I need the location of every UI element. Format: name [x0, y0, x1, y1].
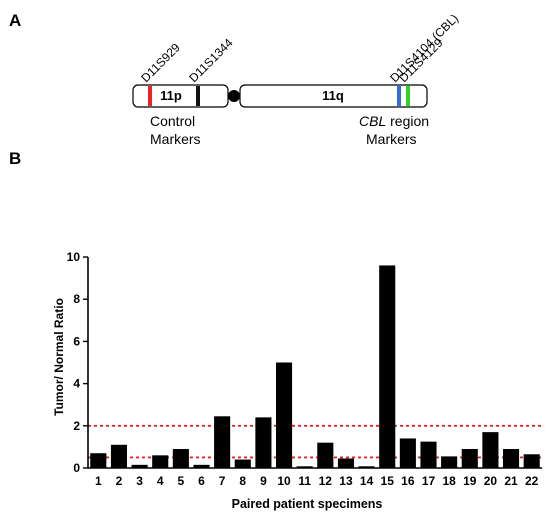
bar-3: [131, 464, 148, 468]
control-markers-line2: Markers: [150, 131, 201, 147]
x-tick-label-3: 3: [136, 474, 143, 488]
bar-7: [214, 416, 231, 468]
bar-21: [502, 449, 520, 468]
x-tick-label-8: 8: [239, 474, 246, 488]
x-tick-label-10: 10: [277, 474, 291, 488]
bar-4: [152, 455, 169, 468]
y-tick-label-6: 6: [73, 334, 80, 348]
bar-13: [337, 458, 355, 468]
bar-12: [317, 442, 334, 468]
cbl-region-word: region: [386, 113, 429, 129]
x-tick-label-1: 1: [95, 474, 102, 488]
arm-p-label: 11p: [160, 88, 182, 103]
x-tick-label-14: 14: [360, 474, 374, 488]
bar-22: [523, 454, 540, 468]
bar-17: [420, 441, 437, 468]
y-tick-label-4: 4: [73, 377, 80, 391]
chromosome-diagram: 11p 11q D11S929 D11S1344 D11S4104 (CBL)D11…: [132, 11, 461, 147]
bar-5: [172, 449, 189, 468]
y-tick-label-8: 8: [73, 292, 80, 306]
arm-q-label: 11q: [322, 88, 344, 103]
bar-18: [441, 456, 458, 468]
bar-6: [193, 464, 210, 468]
x-tick-label-4: 4: [157, 474, 164, 488]
x-tick-label-9: 9: [260, 474, 267, 488]
x-tick-label-6: 6: [198, 474, 205, 488]
x-tick-label-5: 5: [178, 474, 185, 488]
x-tick-label-22: 22: [525, 474, 539, 488]
cbl-italic: CBL: [359, 113, 386, 129]
marker-band-4: [406, 86, 410, 106]
marker-band-3: [397, 86, 401, 106]
x-tick-label-18: 18: [442, 474, 456, 488]
x-tick-label-11: 11: [298, 474, 311, 488]
x-tick-label-13: 13: [339, 474, 353, 488]
bar-9: [255, 417, 272, 468]
y-tick-label-0: 0: [73, 461, 80, 475]
bar-15: [379, 265, 396, 468]
bar-16: [399, 438, 416, 468]
x-tick-label-17: 17: [422, 474, 436, 488]
bar-14: [358, 466, 375, 468]
y-tick-label-2: 2: [73, 419, 80, 433]
y-tick-label-10: 10: [67, 250, 81, 264]
x-tick-label-21: 21: [504, 474, 518, 488]
bar-2: [110, 444, 128, 468]
panel-a-label: A: [9, 11, 22, 30]
bar-19: [461, 449, 478, 468]
cbl-region-line2: Markers: [366, 131, 417, 147]
bar-1: [90, 453, 107, 468]
x-tick-label-16: 16: [401, 474, 415, 488]
panel-b-label: B: [9, 149, 22, 168]
x-tick-label-7: 7: [219, 474, 226, 488]
bar-20: [482, 432, 499, 468]
x-tick-label-19: 19: [463, 474, 477, 488]
x-tick-label-12: 12: [319, 474, 333, 488]
x-tick-label-2: 2: [116, 474, 123, 488]
bar-8: [234, 459, 251, 468]
cbl-region-line1: CBL region: [359, 113, 429, 129]
bar-10: [275, 362, 293, 468]
centromere: [228, 90, 240, 102]
control-markers-line1: Control: [150, 113, 195, 129]
marker-band-1: [148, 86, 152, 106]
bar-11: [296, 466, 313, 468]
x-tick-label-20: 20: [484, 474, 498, 488]
x-tick-label-15: 15: [381, 474, 395, 488]
x-axis-title: Paired patient specimens: [232, 497, 383, 511]
marker-band-2: [196, 86, 200, 106]
y-axis-title: Tumor/ Normal Ratio: [52, 298, 66, 416]
